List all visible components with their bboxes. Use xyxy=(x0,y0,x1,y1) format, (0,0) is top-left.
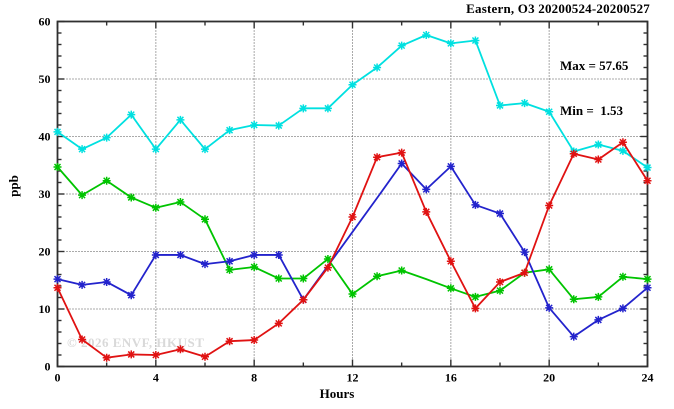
svg-text:0: 0 xyxy=(45,360,51,374)
max-min-annotation: Max = 57.65 Min = 1.53 xyxy=(560,28,628,148)
svg-text:20: 20 xyxy=(543,371,555,385)
x-axis-label: Hours xyxy=(319,386,355,401)
axis-ticks xyxy=(56,20,649,368)
y-tick-labels: 0 10 20 30 40 50 60 xyxy=(39,15,51,374)
svg-text:30: 30 xyxy=(39,187,51,201)
min-value-label: Min = 1.53 xyxy=(560,103,624,118)
chart-title: Eastern, O3 20200524-20200527 xyxy=(466,1,650,16)
svg-text:4: 4 xyxy=(153,371,159,385)
svg-text:20: 20 xyxy=(39,245,51,259)
svg-text:12: 12 xyxy=(347,371,359,385)
series-o3-day3-blue xyxy=(53,159,652,341)
series-markers xyxy=(53,138,652,362)
series-markers xyxy=(53,159,652,341)
series-o3-day1-cyan xyxy=(53,31,652,172)
svg-text:8: 8 xyxy=(251,371,257,385)
watermark: © 2026 ENVF, HKUST xyxy=(67,335,205,350)
svg-text:10: 10 xyxy=(39,302,51,316)
svg-text:16: 16 xyxy=(445,371,457,385)
svg-text:60: 60 xyxy=(39,15,51,29)
series-o3-day4-red xyxy=(53,138,652,362)
series-markers xyxy=(53,31,652,172)
gridlines xyxy=(57,21,648,367)
y-axis-label: ppb xyxy=(6,175,21,197)
svg-text:24: 24 xyxy=(642,371,654,385)
svg-text:40: 40 xyxy=(39,130,51,144)
svg-text:50: 50 xyxy=(39,72,51,86)
max-value-label: Max = 57.65 xyxy=(560,58,629,73)
svg-text:0: 0 xyxy=(55,371,61,385)
x-tick-labels: 0 4 8 12 16 20 24 xyxy=(55,371,654,385)
